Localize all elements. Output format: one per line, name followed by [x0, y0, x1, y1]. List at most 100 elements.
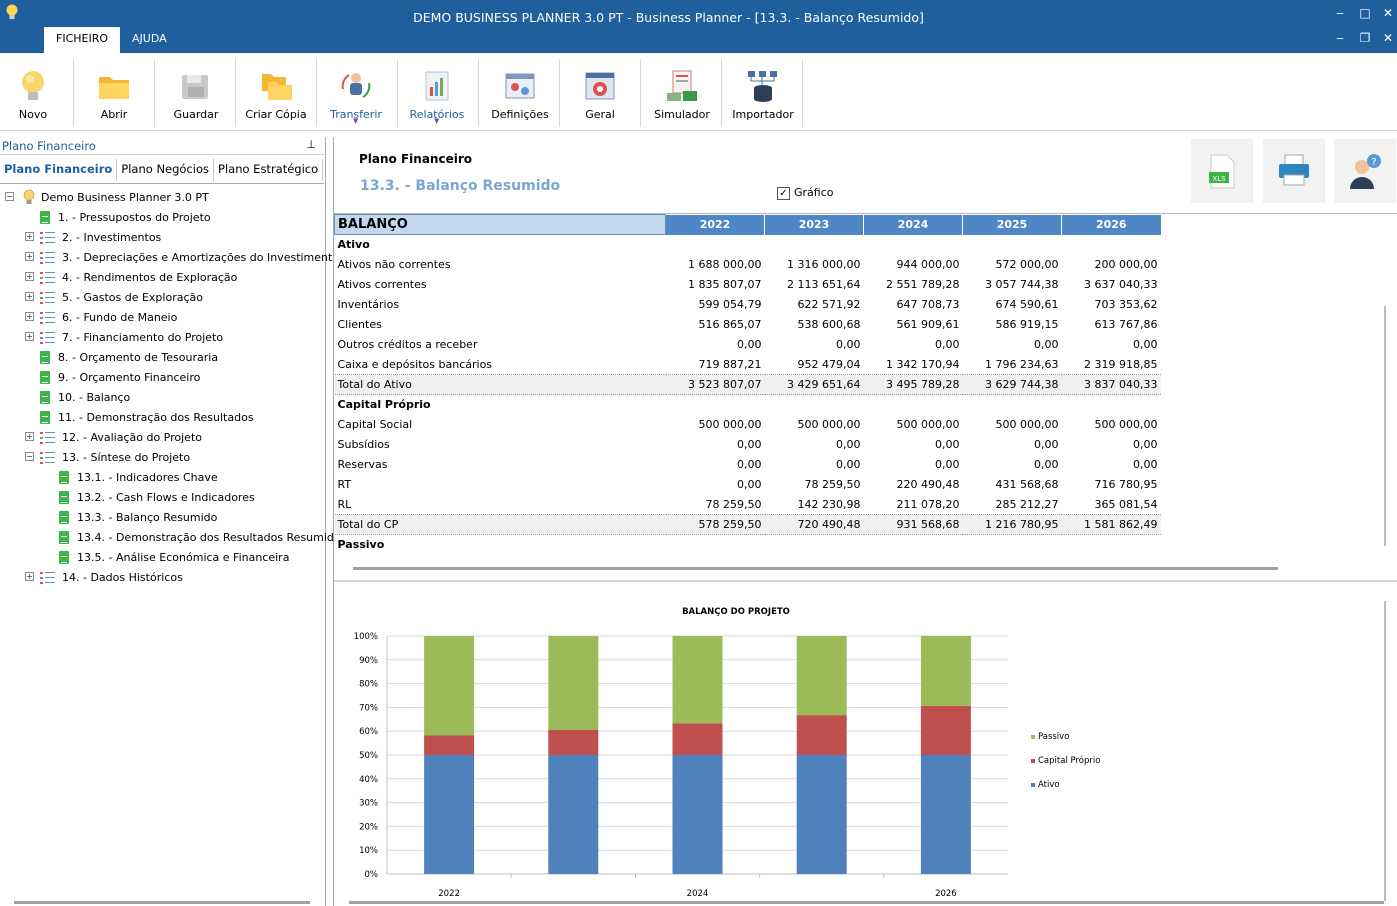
- table-cell[interactable]: [765, 235, 864, 255]
- table-cell[interactable]: [864, 395, 963, 415]
- table-cell[interactable]: 1 342 170,94: [886, 357, 960, 371]
- table-cell[interactable]: [1062, 535, 1161, 555]
- mdi-restore-button[interactable]: ❐: [1359, 31, 1371, 45]
- table-cell[interactable]: [1062, 395, 1161, 415]
- table-cell[interactable]: 3 837 040,33: [1061, 374, 1161, 395]
- table-cell[interactable]: [666, 535, 765, 555]
- table-cell[interactable]: 931 568,68: [863, 514, 963, 535]
- table-cell[interactable]: 3 637 040,33: [1084, 278, 1158, 291]
- print-button[interactable]: [1263, 139, 1325, 203]
- table-cell[interactable]: 200 000,00: [1094, 258, 1158, 271]
- expand-icon[interactable]: +: [25, 432, 34, 441]
- splitter[interactable]: [334, 580, 1397, 582]
- table-cell[interactable]: 0,00: [1133, 458, 1158, 471]
- table-cell[interactable]: 0,00: [737, 338, 762, 351]
- table-cell[interactable]: 1 581 862,49: [1061, 514, 1161, 535]
- table-cell[interactable]: 578 259,50: [665, 514, 765, 535]
- table-cell[interactable]: 365 081,54: [1094, 497, 1158, 511]
- horizontal-scrollbar[interactable]: [353, 567, 1278, 570]
- tree-item[interactable]: 11. - Demonstração dos Resultados: [40, 407, 254, 427]
- collapse-icon[interactable]: −: [25, 452, 34, 461]
- table-cell[interactable]: 561 909,61: [896, 318, 960, 331]
- tree-item[interactable]: 9. - Orçamento Financeiro: [40, 367, 200, 387]
- collapse-icon[interactable]: −: [5, 192, 14, 201]
- table-cell[interactable]: 0,00: [1133, 438, 1158, 451]
- guardar-button[interactable]: Guardar: [156, 59, 236, 127]
- pin-icon[interactable]: ⊥: [306, 138, 316, 151]
- table-cell[interactable]: 0,00: [935, 438, 960, 451]
- table-cell[interactable]: 674 590,61: [995, 298, 1059, 311]
- mdi-minimize-button[interactable]: ‒: [1336, 31, 1344, 45]
- table-cell[interactable]: 0,00: [1034, 458, 1059, 471]
- table-cell[interactable]: 1 688 000,00: [688, 258, 762, 271]
- expand-icon[interactable]: +: [25, 332, 34, 341]
- table-cell[interactable]: 3 057 744,38: [985, 278, 1059, 291]
- criar-copia-button[interactable]: Criar Cópia: [236, 59, 316, 127]
- tree-item[interactable]: +4. - Rendimentos de Exploração: [25, 267, 237, 287]
- table-cell[interactable]: 0,00: [836, 458, 861, 471]
- table-cell[interactable]: 538 600,68: [797, 318, 861, 331]
- table-cell[interactable]: 2 551 789,28: [886, 278, 960, 291]
- table-cell[interactable]: 516 865,07: [698, 318, 762, 331]
- table-cell[interactable]: 599 054,79: [698, 298, 762, 311]
- horizontal-scrollbar[interactable]: [14, 901, 310, 904]
- expand-icon[interactable]: +: [25, 232, 34, 241]
- tree-item[interactable]: +6. - Fundo de Maneio: [25, 307, 177, 327]
- relatorios-button[interactable]: Relatórios ▼: [397, 59, 477, 127]
- simulador-button[interactable]: Simulador: [642, 59, 722, 127]
- table-cell[interactable]: 500 000,00: [698, 418, 762, 431]
- table-cell[interactable]: 0,00: [836, 338, 861, 351]
- tree-item[interactable]: 10. - Balanço: [40, 387, 130, 407]
- abrir-button[interactable]: Abrir: [74, 59, 154, 127]
- maximize-button[interactable]: □: [1359, 6, 1371, 20]
- tab-plano-estrategico[interactable]: Plano Estratégico: [214, 159, 324, 181]
- table-cell[interactable]: 1 316 000,00: [787, 258, 861, 271]
- help-button[interactable]: ?: [1334, 139, 1396, 203]
- table-cell[interactable]: 431 568,68: [995, 478, 1059, 491]
- table-cell[interactable]: 1 216 780,95: [962, 514, 1062, 535]
- expand-icon[interactable]: +: [25, 252, 34, 261]
- tree-item[interactable]: − Demo Business Planner 3.0 PT: [5, 187, 209, 207]
- table-cell[interactable]: 647 708,73: [896, 298, 960, 311]
- table-cell[interactable]: 500 000,00: [995, 418, 1059, 431]
- novo-button[interactable]: Novo: [0, 59, 73, 127]
- table-cell[interactable]: 622 571,92: [797, 298, 861, 311]
- tree-item[interactable]: +5. - Gastos de Exploração: [25, 287, 203, 307]
- tree-item[interactable]: 13.5. - Análise Económica e Financeira: [59, 547, 289, 567]
- table-cell[interactable]: 613 767,86: [1094, 318, 1158, 331]
- table-cell[interactable]: 78 259,50: [705, 497, 762, 511]
- table-cell[interactable]: 0,00: [737, 458, 762, 471]
- table-cell[interactable]: 3 495 789,28: [863, 374, 963, 395]
- menu-tab-ajuda[interactable]: AJUDA: [132, 32, 167, 45]
- tree-item[interactable]: +14. - Dados Históricos: [25, 567, 183, 587]
- tab-plano-financeiro[interactable]: Plano Financeiro: [0, 159, 118, 181]
- grafico-checkbox[interactable]: ✓: [777, 187, 790, 200]
- table-cell[interactable]: 720 490,48: [764, 514, 864, 535]
- table-cell[interactable]: 0,00: [1133, 338, 1158, 351]
- table-cell[interactable]: 500 000,00: [896, 418, 960, 431]
- vertical-scrollbar[interactable]: [1384, 306, 1386, 546]
- table-cell[interactable]: 0,00: [737, 478, 762, 491]
- table-cell[interactable]: 3 629 744,38: [962, 374, 1062, 395]
- table-cell[interactable]: 142 230,98: [797, 497, 861, 511]
- table-cell[interactable]: [864, 235, 963, 255]
- geral-button[interactable]: Geral: [560, 59, 640, 127]
- table-cell[interactable]: [963, 235, 1062, 255]
- table-cell[interactable]: [666, 395, 765, 415]
- table-cell[interactable]: 0,00: [836, 438, 861, 451]
- tree-item[interactable]: 13.4. - Demonstração dos Resultados Resu…: [59, 527, 341, 547]
- table-cell[interactable]: 0,00: [935, 338, 960, 351]
- importador-button[interactable]: Importador: [723, 59, 803, 127]
- table-cell[interactable]: 2 113 651,64: [787, 278, 861, 291]
- table-cell[interactable]: 944 000,00: [896, 258, 960, 271]
- tree-item[interactable]: 8. - Orçamento de Tesouraria: [40, 347, 218, 367]
- tree-item[interactable]: +3. - Depreciações e Amortizações do Inv…: [25, 247, 339, 267]
- expand-icon[interactable]: +: [25, 292, 34, 301]
- table-cell[interactable]: 211 078,20: [896, 497, 960, 511]
- table-cell[interactable]: 0,00: [1034, 338, 1059, 351]
- table-cell[interactable]: [963, 535, 1062, 555]
- minimize-button[interactable]: ‒: [1336, 6, 1344, 20]
- table-cell[interactable]: 500 000,00: [1094, 418, 1158, 431]
- tree-item[interactable]: 13.3. - Balanço Resumido: [59, 507, 217, 527]
- table-cell[interactable]: 1 796 234,63: [985, 357, 1059, 371]
